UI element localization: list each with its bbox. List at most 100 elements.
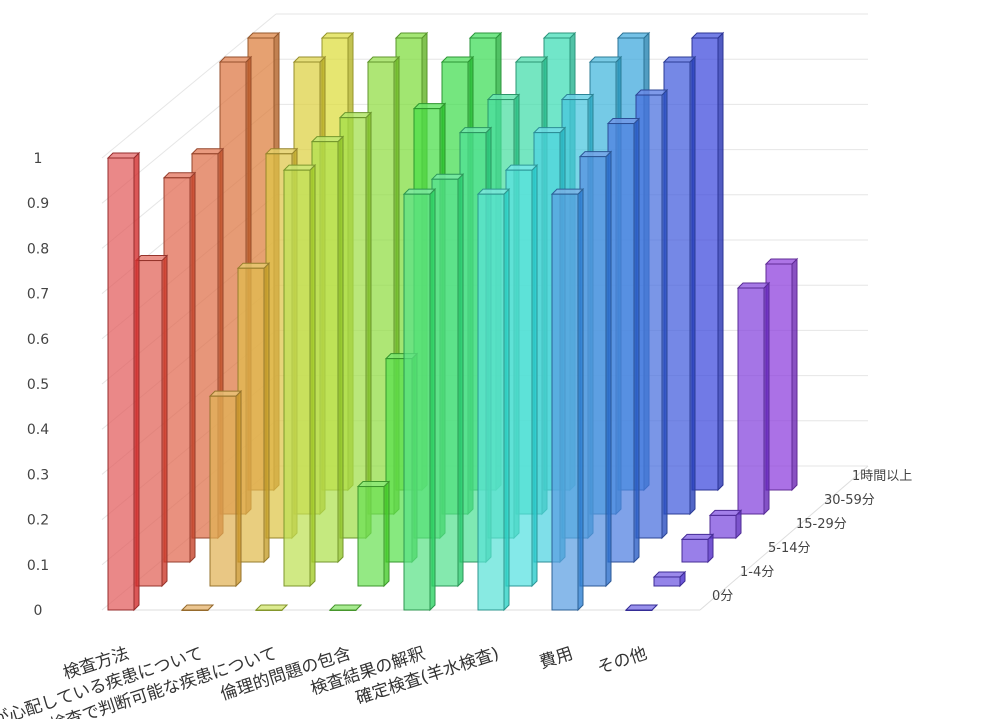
bar-top (486, 94, 521, 101)
bar-top (764, 258, 799, 265)
bar (691, 37, 719, 491)
bar-top (430, 173, 465, 180)
bar (653, 576, 681, 587)
bar-top (440, 56, 475, 63)
y-tick-label: 0.4 (27, 422, 49, 438)
bar-side (189, 171, 196, 564)
bar-top (708, 509, 743, 516)
bar-side (689, 55, 696, 516)
bar-side (457, 172, 464, 588)
bar-side (531, 163, 538, 588)
bar-top (190, 148, 225, 155)
bar-side (263, 261, 270, 564)
category-labels: 検査方法妊婦が心配している疾患について検査で判断可能な疾患について倫理的問題の包… (0, 644, 650, 719)
bar-side (133, 151, 140, 612)
bar-top (320, 32, 355, 39)
depth-label: 1-4分 (740, 565, 774, 580)
bar-side (235, 389, 242, 588)
bar-side (365, 111, 372, 540)
bar-side (337, 135, 344, 564)
y-tick-label: 0.7 (27, 287, 49, 303)
bar-top (634, 89, 669, 96)
bar-top (616, 32, 651, 39)
bar-side (717, 31, 724, 492)
bar-side (605, 150, 612, 588)
gridline-side (101, 13, 277, 159)
bar-side (633, 117, 640, 564)
bar (255, 609, 283, 611)
bar-top (736, 282, 771, 289)
bar-side (661, 88, 668, 540)
bar-top (624, 604, 659, 611)
bar-top (356, 481, 391, 488)
bar (135, 260, 163, 587)
category-label: 費用 (537, 644, 576, 674)
bar-top (532, 127, 567, 134)
bar-top (394, 32, 429, 39)
bars (106, 31, 799, 612)
y-tick-label: 0.6 (27, 332, 49, 348)
depth-label: 0分 (712, 589, 733, 604)
bar (209, 395, 237, 587)
y-tick-label: 0.9 (27, 196, 49, 212)
bar (339, 117, 367, 539)
bar-top (476, 188, 511, 195)
bar (357, 486, 385, 587)
bar-top (246, 32, 281, 39)
bar (237, 267, 265, 563)
bar (663, 61, 691, 515)
bar (579, 156, 607, 587)
bar-top (180, 604, 215, 611)
y-tick-label: 1 (34, 151, 43, 167)
bar (477, 193, 505, 611)
bar-side (763, 281, 770, 516)
bar (329, 609, 357, 611)
bar-top (402, 188, 437, 195)
bar-top (328, 604, 363, 611)
bar-top (134, 255, 169, 262)
bar (737, 287, 765, 515)
bar (709, 514, 737, 539)
bar-top (264, 148, 299, 155)
bar (431, 178, 459, 587)
floor-edge (699, 465, 869, 611)
bar-top (690, 32, 725, 39)
bar-side (383, 480, 390, 588)
depth-label: 5-14分 (768, 541, 811, 556)
bar-top (588, 56, 623, 63)
bar-top (338, 112, 373, 119)
bar (635, 94, 663, 539)
bar-top (458, 127, 493, 134)
y-axis-ticks: 0 0.1 0.2 0.3 0.4 0.5 0.6 0.7 0.8 0.9 1 (27, 151, 49, 619)
bar-top (542, 32, 577, 39)
bar-side (161, 254, 168, 588)
bar (403, 193, 431, 611)
bar-top (412, 103, 447, 110)
y-tick-label: 0.2 (27, 513, 49, 529)
y-tick-label: 0.3 (27, 467, 49, 483)
bar (181, 609, 209, 611)
bar-side (503, 187, 510, 612)
bar-top (514, 56, 549, 63)
bar-top (208, 390, 243, 397)
depth-labels: 0分 1-4分 5-14分 15-29分 30-59分 1時間以上 (712, 469, 912, 604)
bar-top (218, 56, 253, 63)
bar-side (309, 163, 316, 588)
depth-label: 15-29分 (796, 517, 847, 532)
bar-side (791, 257, 798, 492)
depth-label: 30-59分 (824, 493, 875, 508)
bar (107, 157, 135, 611)
bar-top (662, 56, 697, 63)
y-tick-label: 0.5 (27, 377, 49, 393)
bar-top (560, 94, 595, 101)
bar (625, 609, 653, 611)
bar-side (577, 187, 584, 612)
bar-top (310, 136, 345, 143)
bar-top (550, 188, 585, 195)
bar-top (292, 56, 327, 63)
bar-top (504, 164, 539, 171)
bar-top (606, 118, 641, 125)
bar-top (282, 164, 317, 171)
